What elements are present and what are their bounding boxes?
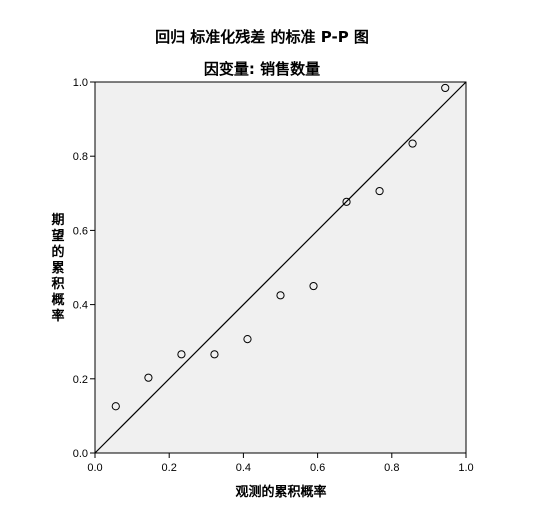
y-axis-label-char: 累: [51, 260, 64, 276]
y-axis-label-char: 望: [51, 228, 64, 244]
data-point: [441, 83, 450, 93]
data-point: [309, 281, 318, 291]
data-point: [177, 350, 186, 359]
data-point: [342, 197, 351, 206]
x-tick-label: 0.2: [162, 462, 177, 474]
y-axis-label-char: 的: [51, 244, 64, 260]
y-tick-label: 0.0: [73, 448, 88, 460]
y-tick-label: 0.2: [73, 374, 88, 386]
x-tick-label: 0.4: [236, 462, 251, 474]
data-point: [375, 186, 384, 196]
data-point: [408, 139, 417, 148]
data-point: [111, 402, 120, 411]
y-axis-label-char: 期: [51, 213, 64, 228]
reference-diagonal-line: [94, 81, 467, 454]
x-tick-label: 0.6: [310, 462, 325, 474]
x-axis-label: 观测的累积概率: [235, 484, 326, 500]
data-points: [111, 83, 450, 411]
y-axis-label-char: 概: [51, 292, 64, 308]
data-point: [243, 335, 252, 344]
chart-subtitle: 因变量: 销售数量: [204, 60, 320, 78]
x-tick-label: 0.8: [384, 462, 399, 474]
y-tick-label: 0.4: [73, 300, 88, 312]
data-point: [210, 350, 219, 359]
data-point: [276, 291, 285, 300]
data-point: [144, 373, 153, 382]
y-axis: 0.0 0.2 0.4 0.6 0.8 1.0: [73, 77, 95, 460]
y-tick-label: 0.8: [73, 151, 88, 163]
chart-title: 回归 标准化残差 的标准 P-P 图: [155, 28, 369, 46]
y-axis-label-char: 积: [51, 276, 64, 292]
y-tick-label: 0.6: [73, 225, 88, 237]
x-tick-label: 1.0: [458, 462, 473, 474]
y-tick-label: 1.0: [73, 77, 88, 89]
x-axis: 0.0 0.2 0.4 0.6 0.8 1.0: [87, 453, 474, 474]
x-tick-label: 0.0: [87, 462, 102, 474]
y-axis-label-char: 率: [51, 308, 64, 324]
